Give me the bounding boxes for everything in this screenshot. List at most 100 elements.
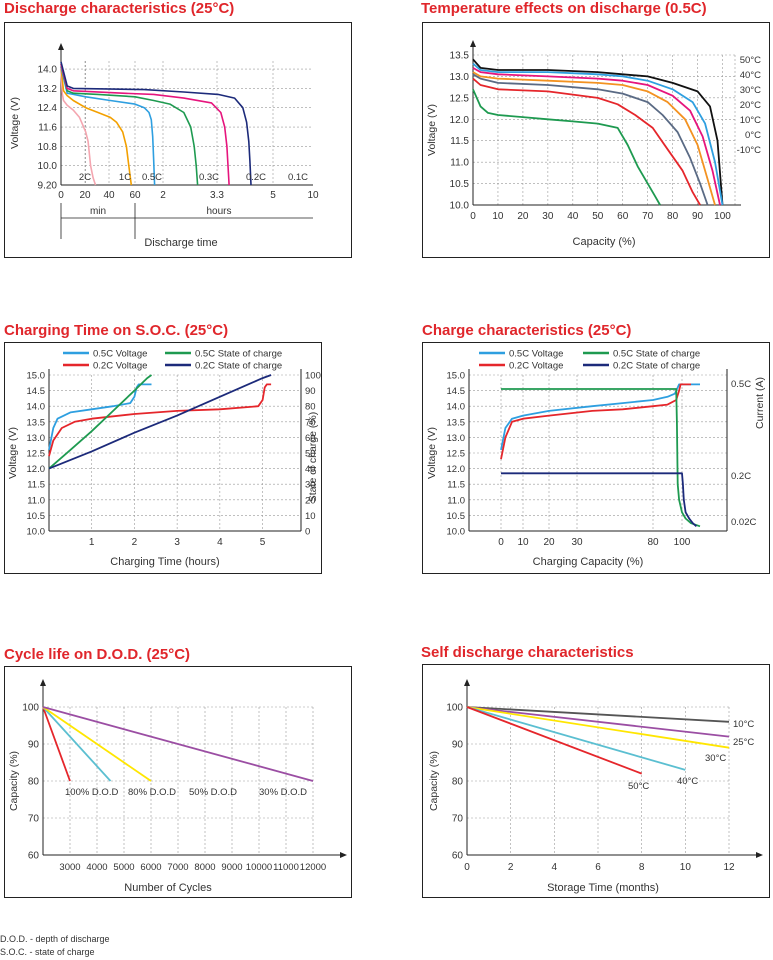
legend-label-0-5c-voltage: 0.5C Voltage <box>509 349 563 360</box>
chart-self-discharge: 100 90 80 70 600 2 4 6 8 10 12 Capacity (%) Storage … <box>428 679 763 894</box>
x-tick-label: 100 <box>674 537 691 548</box>
chart-title-temperature: Temperature effects on discharge (0.5C) <box>421 0 707 17</box>
y-tick-label: 14.0 <box>447 402 466 413</box>
y-tick-label: 10.0 <box>38 161 58 172</box>
legend-label-0-2c-voltage: 0.2C Voltage <box>93 361 147 372</box>
y2-axis-label: Current (A) <box>754 377 766 429</box>
x-tick-label: 1 <box>89 537 95 548</box>
series-label-50-d-o-d: 50% D.O.D <box>189 787 237 798</box>
y2-tick-label: 80 <box>305 402 316 413</box>
y-tick-label: 12.5 <box>450 93 470 104</box>
unit-label-min: min <box>90 206 106 217</box>
footnote-dod: D.O.D. - depth of discharge <box>0 934 110 944</box>
y2-tick-label: 0 <box>305 527 310 538</box>
y-tick-label: 70 <box>452 814 464 825</box>
y2-tick-label: 30 <box>305 480 316 491</box>
y-tick-label: 10.0 <box>447 527 466 538</box>
x-tick-label: 10 <box>307 190 319 201</box>
y-tick-label: 80 <box>28 777 40 788</box>
series-line-0-2c-voltage <box>48 383 272 457</box>
y-tick-label: 11.5 <box>450 136 469 147</box>
x-axis-label: Discharge time <box>144 237 217 249</box>
series-line-10-c <box>466 706 730 723</box>
y-tick-label: 12.4 <box>38 103 58 114</box>
x-tick-label: 3.3 <box>210 190 224 201</box>
series-label-25-c: 25°C <box>733 737 754 748</box>
y-tick-label: 100 <box>446 703 463 714</box>
y-tick-label: 10.5 <box>450 179 470 190</box>
chart-charge-char: 15.0 14.5 14.0 13.5 13.0 12.5 12.0 11.5 11.0 10.5… <box>426 349 766 569</box>
legend-label-0-5c-voltage: 0.5C Voltage <box>93 349 147 360</box>
y-axis-label: Voltage (V) <box>9 97 21 149</box>
series-line-25-c <box>466 706 730 738</box>
y-axis-label: Voltage (V) <box>7 427 19 479</box>
series-line-0-1c <box>60 61 252 186</box>
y-tick-label: 10.5 <box>447 511 466 522</box>
series-line-100-d-o-d <box>42 706 71 782</box>
series-line-0-5c <box>60 66 156 186</box>
legend-label-40-c: 40°C <box>740 70 761 81</box>
y-tick-label: 12.0 <box>450 115 470 126</box>
y-tick-label: 12.0 <box>27 464 46 475</box>
chart-title-charge-char: Charge characteristics (25°C) <box>422 322 632 339</box>
series-line-10-c <box>472 73 709 206</box>
y-tick-label: 11.5 <box>27 480 45 491</box>
series-line-0-5c-voltage <box>500 383 700 451</box>
panel-self-discharge: 100 90 80 70 60 0 2 4 6 8 10 12 Capacity (%) Storage … <box>422 664 770 898</box>
series-line-0-2c <box>60 64 230 186</box>
legend-label-0-5c-state-of-charge: 0.5C State of charge <box>613 349 700 360</box>
y-tick-label: 13.5 <box>27 417 46 428</box>
legend-label-10-c: 10°C <box>740 115 761 126</box>
series-label-40-c: 40°C <box>677 776 698 787</box>
y-axis-label: Capacity (%) <box>8 751 20 811</box>
y-tick-label: 10.0 <box>27 527 46 538</box>
series-label-2c: 2C <box>79 172 91 183</box>
y2-tick-label: 10 <box>305 511 316 522</box>
x-axis-label: Storage Time (months) <box>547 882 659 894</box>
x-tick-label: 6000 <box>140 862 161 873</box>
x-tick-label: 11000 <box>273 862 299 873</box>
chart-temperature: 13.5 13.0 12.5 12.0 11.5 11.0 10.5 10.00 10 20 30 4… <box>426 40 762 248</box>
legend-label-0-2c-state-of-charge: 0.2C State of charge <box>195 361 282 372</box>
chart-title-charging-soc: Charging Time on S.O.C. (25°C) <box>4 322 229 339</box>
y-tick-label: 11.5 <box>447 480 465 491</box>
x-tick-label: 10 <box>492 211 504 222</box>
chart-charging-soc: 15.014.514.013.513.012.512.011.511.010.5… <box>7 349 321 569</box>
series-line-0-5c-state-of-charge <box>501 388 701 528</box>
x-tick-label: 5 <box>270 190 276 201</box>
x-tick-label: 10 <box>517 537 529 548</box>
x-tick-label: 12000 <box>300 862 326 873</box>
y-tick-label: 15.0 <box>447 371 466 382</box>
x-tick-label: 5000 <box>113 862 134 873</box>
x-tick-label: 5 <box>260 537 266 548</box>
x-tick-label: 9000 <box>221 862 242 873</box>
series-line-0-2c-state-of-charge <box>501 472 697 527</box>
y-tick-label: 60 <box>452 851 464 862</box>
x-tick-label: 0 <box>470 211 476 222</box>
x-tick-label: 3000 <box>59 862 80 873</box>
y2-tick-label: 0.5C <box>731 379 751 390</box>
series-line-2c <box>60 69 97 186</box>
legend-label-10-c: -10°C <box>737 145 762 156</box>
y-tick-label: 13.0 <box>450 72 470 83</box>
y-tick-label: 13.0 <box>447 433 466 444</box>
chart-title-self-discharge: Self discharge characteristics <box>421 644 634 661</box>
x-tick-label: 20 <box>543 537 555 548</box>
y2-tick-label: 20 <box>305 495 316 506</box>
x-tick-label: 10000 <box>246 862 272 873</box>
x-tick-label: 70 <box>642 211 654 222</box>
y2-tick-label: 50 <box>305 449 316 460</box>
y2-axis-label: State of charge (%) <box>307 412 319 502</box>
series-line-0-c <box>472 77 701 206</box>
x-axis-arrow <box>756 852 763 858</box>
y-axis-arrow <box>40 679 46 686</box>
series-line-0-2c-voltage <box>500 383 691 460</box>
x-tick-label: 30 <box>571 537 583 548</box>
legend-label-0-5c-state-of-charge: 0.5C State of charge <box>195 349 282 360</box>
y-axis-arrow <box>470 40 476 47</box>
x-tick-label: 4 <box>217 537 223 548</box>
y-tick-label: 13.0 <box>27 433 46 444</box>
panel-charging-soc: 15.0 14.5 14.0 13.5 13.0 12.5 12.0 11.5 11.0 10.5… <box>4 342 322 574</box>
legend-label-0-2c-state-of-charge: 0.2C State of charge <box>613 361 700 372</box>
series-label-1c: 1C <box>119 172 131 183</box>
